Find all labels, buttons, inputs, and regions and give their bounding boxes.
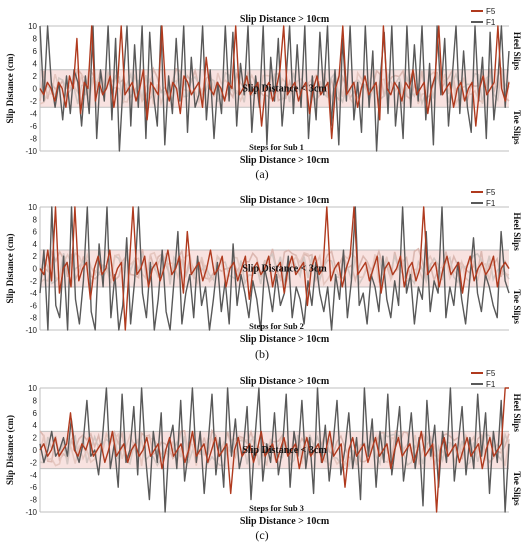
chart-panel-2: 10 8 6 4 2 0 -2 -4 -6 -8 -10 Slip Distance > 10cm Sl… bbox=[5, 188, 522, 361]
x-axis-label: Steps for Sub 1 bbox=[249, 142, 304, 152]
series-line-f5 bbox=[39, 25, 510, 140]
y-tick-label: 4 bbox=[33, 240, 38, 249]
y-tick-label: -10 bbox=[25, 508, 37, 517]
legend-label-f1: F1 bbox=[486, 18, 496, 27]
bottom-threshold-annotation: Slip Distance > 10cm bbox=[240, 334, 330, 345]
y-tick-label: 10 bbox=[28, 203, 37, 212]
y-tick-label: 10 bbox=[28, 384, 37, 393]
top-threshold-annotation: Slip Distance > 10cm bbox=[240, 376, 330, 387]
legend-label-f5: F5 bbox=[486, 188, 496, 197]
y-tick-label: 2 bbox=[33, 252, 38, 261]
y-tick-label: -2 bbox=[30, 97, 38, 106]
y-tick-label: -8 bbox=[30, 314, 38, 323]
panel-caption: (c) bbox=[255, 528, 268, 542]
y-tick-label: 8 bbox=[33, 35, 38, 44]
legend-label-f5: F5 bbox=[486, 7, 496, 16]
y-tick-label: -6 bbox=[30, 483, 38, 492]
y-tick-label: -6 bbox=[30, 122, 38, 131]
top-threshold-annotation: Slip Distance > 10cm bbox=[240, 14, 330, 25]
series-line-f5 bbox=[39, 387, 509, 513]
series-line-f5 bbox=[39, 206, 510, 331]
y-tick-label: 0 bbox=[33, 85, 38, 94]
y-tick-label: 8 bbox=[33, 396, 38, 405]
x-axis-label: Steps for Sub 2 bbox=[249, 321, 304, 331]
panel-caption: (b) bbox=[255, 347, 269, 361]
y-tick-label: -4 bbox=[30, 110, 38, 119]
heel-slips-label: Heel Slips bbox=[512, 394, 522, 433]
y-tick-label: -2 bbox=[30, 277, 38, 286]
legend-label-f1: F1 bbox=[486, 380, 496, 389]
y-tick-label: 6 bbox=[33, 409, 38, 418]
y-axis-label: Slip Distance (cm) bbox=[5, 54, 15, 124]
series-line-f1 bbox=[39, 387, 510, 513]
panel-caption: (a) bbox=[255, 167, 268, 181]
y-tick-label: 4 bbox=[33, 421, 38, 430]
chart-panel-1: 10 8 6 4 2 0 -2 -4 -6 -8 -10 Slip Distance > 10cm Sl… bbox=[5, 7, 522, 181]
toe-slips-label: Toe Slips bbox=[512, 289, 522, 324]
bottom-threshold-annotation: Slip Distance > 10cm bbox=[240, 516, 330, 527]
y-tick-label: -10 bbox=[25, 326, 37, 335]
y-tick-label: 6 bbox=[33, 47, 38, 56]
y-tick-label: -4 bbox=[30, 289, 38, 298]
y-tick-label: 8 bbox=[33, 215, 38, 224]
legend-label-f5: F5 bbox=[486, 369, 496, 378]
y-axis-label: Slip Distance (cm) bbox=[5, 234, 15, 304]
middle-threshold-annotation: Slip Distance < 3cm bbox=[242, 264, 327, 275]
y-tick-label: -8 bbox=[30, 135, 38, 144]
y-tick-label: 10 bbox=[28, 22, 37, 31]
background-trace-1 bbox=[39, 247, 510, 284]
middle-threshold-annotation: Slip Distance < 3cm bbox=[242, 84, 327, 95]
y-tick-label: -2 bbox=[30, 458, 38, 467]
legend-label-f1: F1 bbox=[486, 199, 496, 208]
y-tick-label: -4 bbox=[30, 471, 38, 480]
y-tick-label: 2 bbox=[33, 72, 38, 81]
top-threshold-annotation: Slip Distance > 10cm bbox=[240, 195, 330, 206]
background-trace-1 bbox=[39, 428, 510, 464]
chart-panel-3: 10 8 6 4 2 0 -2 -4 -6 -8 -10 Slip Distance > 10cm Sl… bbox=[5, 369, 522, 542]
background-trace-3 bbox=[39, 70, 510, 107]
middle-threshold-annotation: Slip Distance < 3cm bbox=[242, 445, 327, 456]
series-line-f1 bbox=[39, 206, 510, 331]
y-tick-label: 4 bbox=[33, 60, 38, 69]
y-tick-label: 6 bbox=[33, 228, 38, 237]
y-tick-label: 0 bbox=[33, 446, 38, 455]
y-tick-label: -10 bbox=[25, 147, 37, 156]
y-tick-label: 0 bbox=[33, 265, 38, 274]
y-tick-label: -8 bbox=[30, 496, 38, 505]
heel-slips-label: Heel Slips bbox=[512, 32, 522, 71]
y-tick-label: -6 bbox=[30, 301, 38, 310]
heel-slips-label: Heel Slips bbox=[512, 212, 522, 251]
x-axis-label: Steps for Sub 3 bbox=[249, 503, 304, 513]
background-trace-3 bbox=[39, 431, 510, 467]
bottom-threshold-annotation: Slip Distance > 10cm bbox=[240, 155, 330, 166]
y-axis-label: Slip Distance (cm) bbox=[5, 415, 15, 485]
y-tick-label: 2 bbox=[33, 434, 38, 443]
background-trace-2 bbox=[39, 252, 510, 288]
toe-slips-label: Toe Slips bbox=[512, 110, 522, 145]
toe-slips-label: Toe Slips bbox=[512, 471, 522, 506]
